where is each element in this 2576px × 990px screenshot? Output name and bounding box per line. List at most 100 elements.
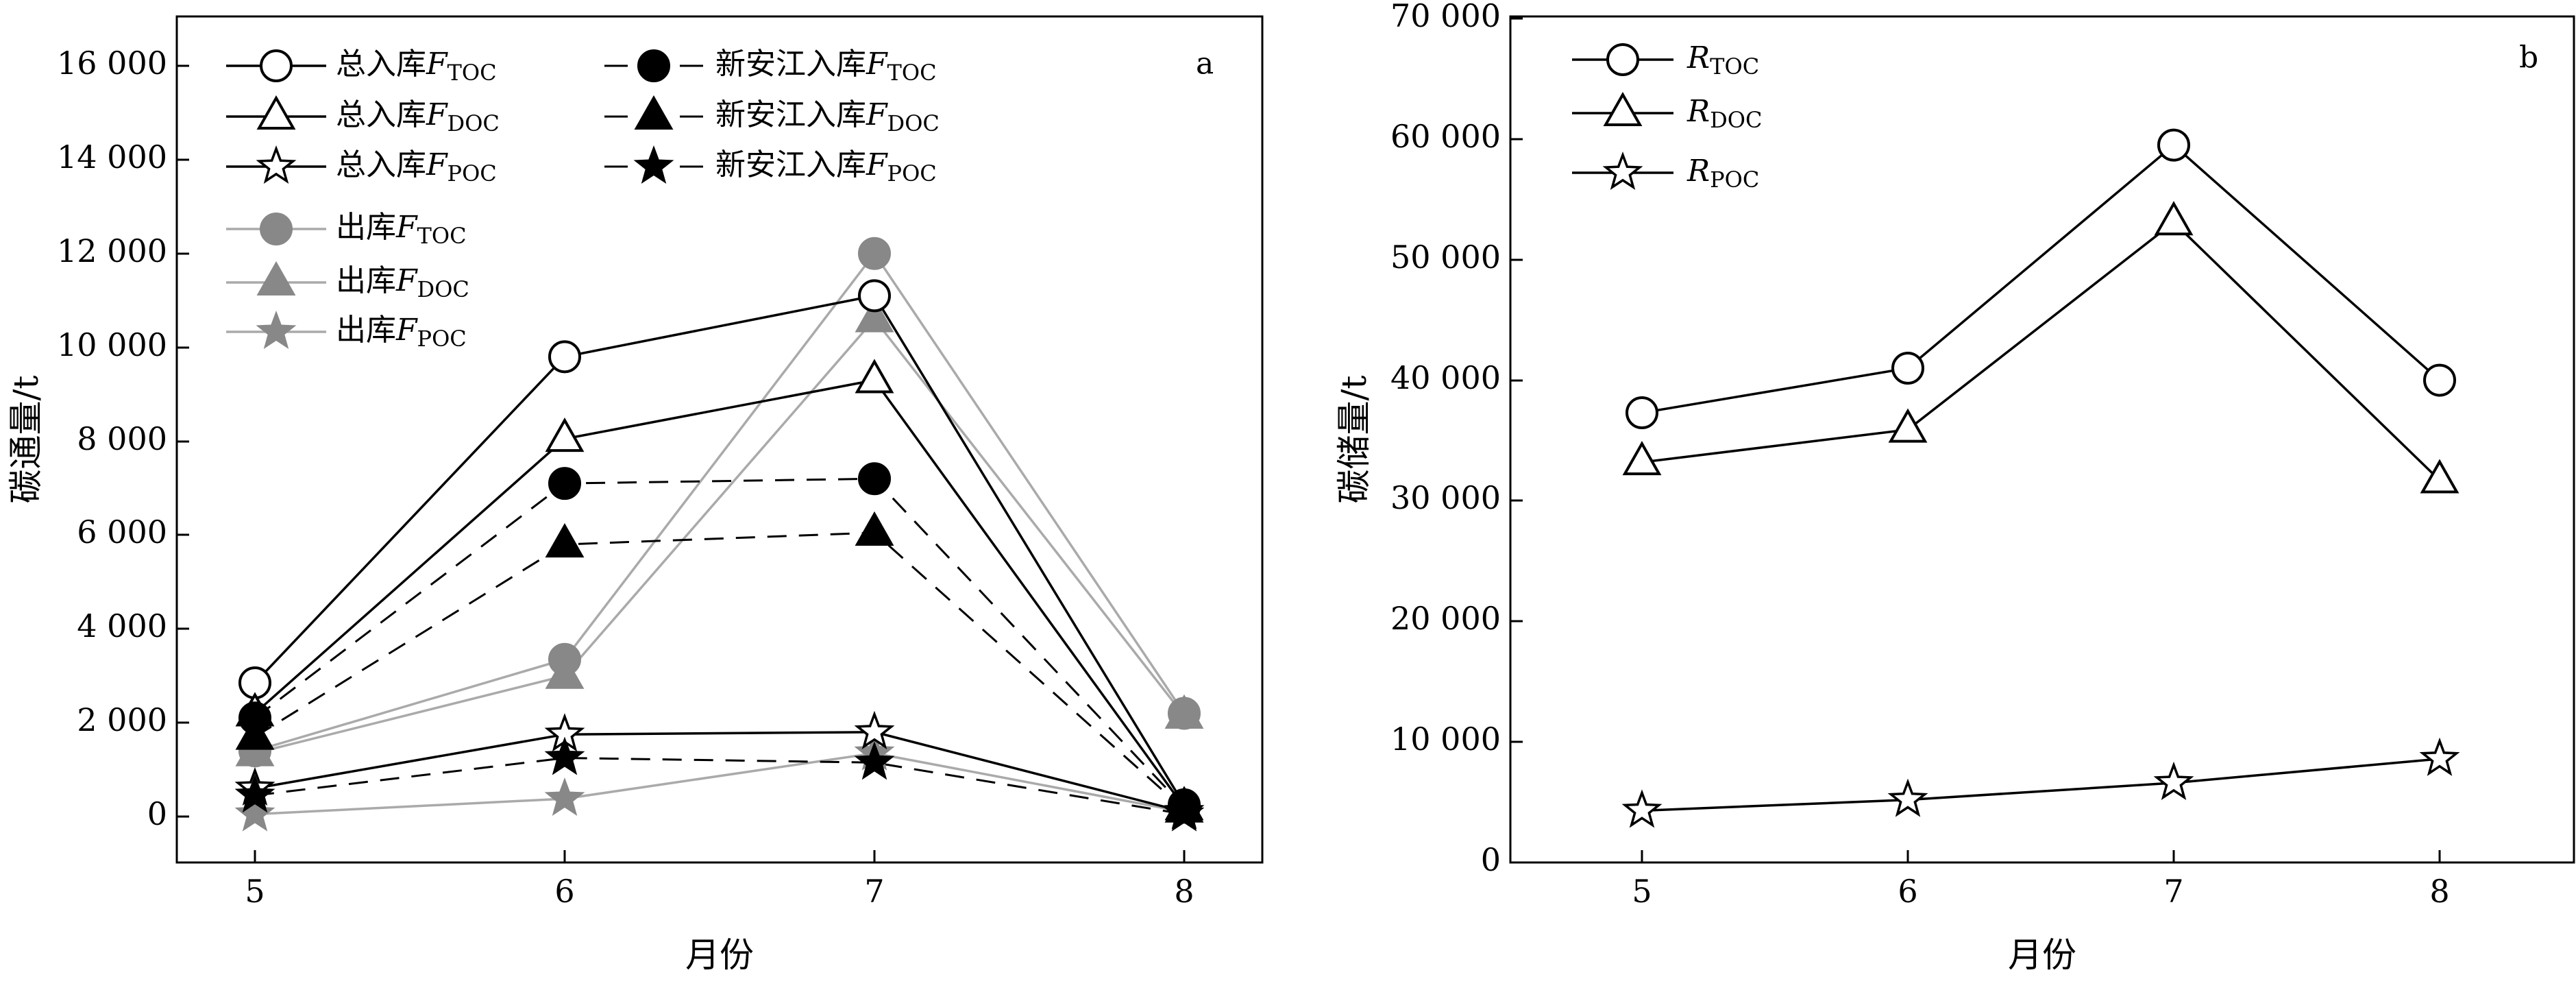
series-line-doc [254,317,1186,755]
data-point [1622,441,1662,476]
data-point [1621,789,1663,828]
y-tick-label: 4 000 [77,607,167,644]
x-tick-label: 8 [1174,873,1194,910]
data-point [2153,761,2194,801]
data-point [1891,351,1924,385]
y-tick-label: 8 000 [77,420,167,457]
legend-marker [260,213,293,245]
data-point [548,340,581,374]
series-line-toc [254,477,1186,808]
legend-marker [1602,151,1643,191]
data-point [545,523,585,558]
data-point [855,298,894,333]
series-line-toc [254,294,1186,806]
data-point [2154,201,2194,236]
data-point [1887,778,1928,817]
y-tick-label: 6 000 [77,514,167,551]
x-tick-label: 7 [2163,873,2183,910]
legend-label: 出库FTOC [336,210,467,249]
data-point [2420,459,2460,494]
legend-marker [1603,91,1643,126]
x-tick-label: 6 [1898,873,1917,910]
data-point [1164,694,1204,729]
data-point [858,237,891,270]
data-point [854,741,895,780]
legend-marker [637,49,670,82]
legend-label: 新安江入库FTOC [715,47,937,86]
legend-label: 总入库FTOC [336,47,497,86]
panel-label: b [2519,40,2538,75]
legend-label: 总入库FDOC [336,97,500,136]
legend-label: 新安江入库FDOC [715,97,940,136]
panel-label: a [1196,47,1214,82]
data-point [544,777,585,817]
legend-label: 新安江入库FPOC [715,147,937,186]
series-line-doc [254,531,1185,810]
data-point [234,774,275,813]
y-tick-label: 12 000 [57,232,167,269]
data-point [235,715,275,750]
data-point [545,654,585,689]
legend: RTOC RDOC RPOC [1572,40,1763,193]
series-line-toc [1641,143,2441,414]
y-tick-label: 10 000 [57,326,167,363]
data-point [2157,128,2190,162]
data-point [858,279,891,313]
y-tick-label: 0 [1481,841,1501,878]
x-tick-label: 6 [554,873,574,910]
series-line-poc [254,731,1185,813]
panel-a: 0 2 000 4 000 6 000 8 000 10 000 12 000 14 000 1… [6,15,1264,975]
legend-marker [633,145,674,184]
series-line-poc [1641,758,2440,812]
y-tick-label: 30 000 [1390,479,1501,516]
data-point [855,511,894,546]
legend-label: RPOC [1686,154,1759,193]
data-point [2423,363,2456,397]
y-tick-label: 50 000 [1390,239,1501,276]
legend-label: RTOC [1686,40,1759,80]
series-line-poc [254,751,1185,816]
x-tick-label: 7 [864,873,884,910]
y-tick-label: 70 000 [1390,0,1501,34]
legend-marker [256,310,297,350]
legend-marker [260,49,293,82]
y-tick-label: 40 000 [1390,359,1501,396]
data-point [1888,408,1928,443]
x-axis-label: 月份 [685,935,754,975]
data-point [1164,793,1205,832]
legend-label: 出库FPOC [336,313,467,352]
y-tick-label: 14 000 [57,138,167,176]
legend-label: 总入库FPOC [336,147,497,186]
x-axis-label: 月份 [2008,935,2076,975]
data-point [548,467,581,500]
series-line-toc [254,251,1186,752]
data-point [855,359,894,394]
y-axis-label: 碳通量/t [6,376,46,504]
panel-b: 0 10 000 20 000 30 000 40 000 50 000 60 000 70 … [1334,0,2575,975]
plot-frame [175,15,1264,864]
series-line-doc [1641,220,2441,481]
y-tick-label: 10 000 [1390,721,1501,758]
data-point [2419,737,2460,776]
plot-frame [1509,15,2575,864]
y-tick-label: 2 000 [77,701,167,738]
x-tick-label: 8 [2429,873,2449,910]
x-tick-label: 5 [245,873,265,910]
legend-marker [256,95,296,130]
legend-label: 出库FDOC [336,263,469,302]
legend-marker [256,261,296,295]
data-point [854,710,895,749]
data-point [544,736,585,775]
legend-marker [634,95,674,130]
data-point [234,793,275,832]
x-tick-label: 5 [1632,873,1652,910]
y-axis-label: 碳储量/t [1334,376,1374,504]
legend-label: RDOC [1686,94,1763,133]
legend-marker [256,145,297,184]
y-tick-label: 16 000 [57,45,167,82]
y-tick-label: 20 000 [1390,600,1501,637]
y-tick-label: 60 000 [1390,118,1501,155]
data-point [1626,396,1658,430]
data-point [545,418,585,452]
